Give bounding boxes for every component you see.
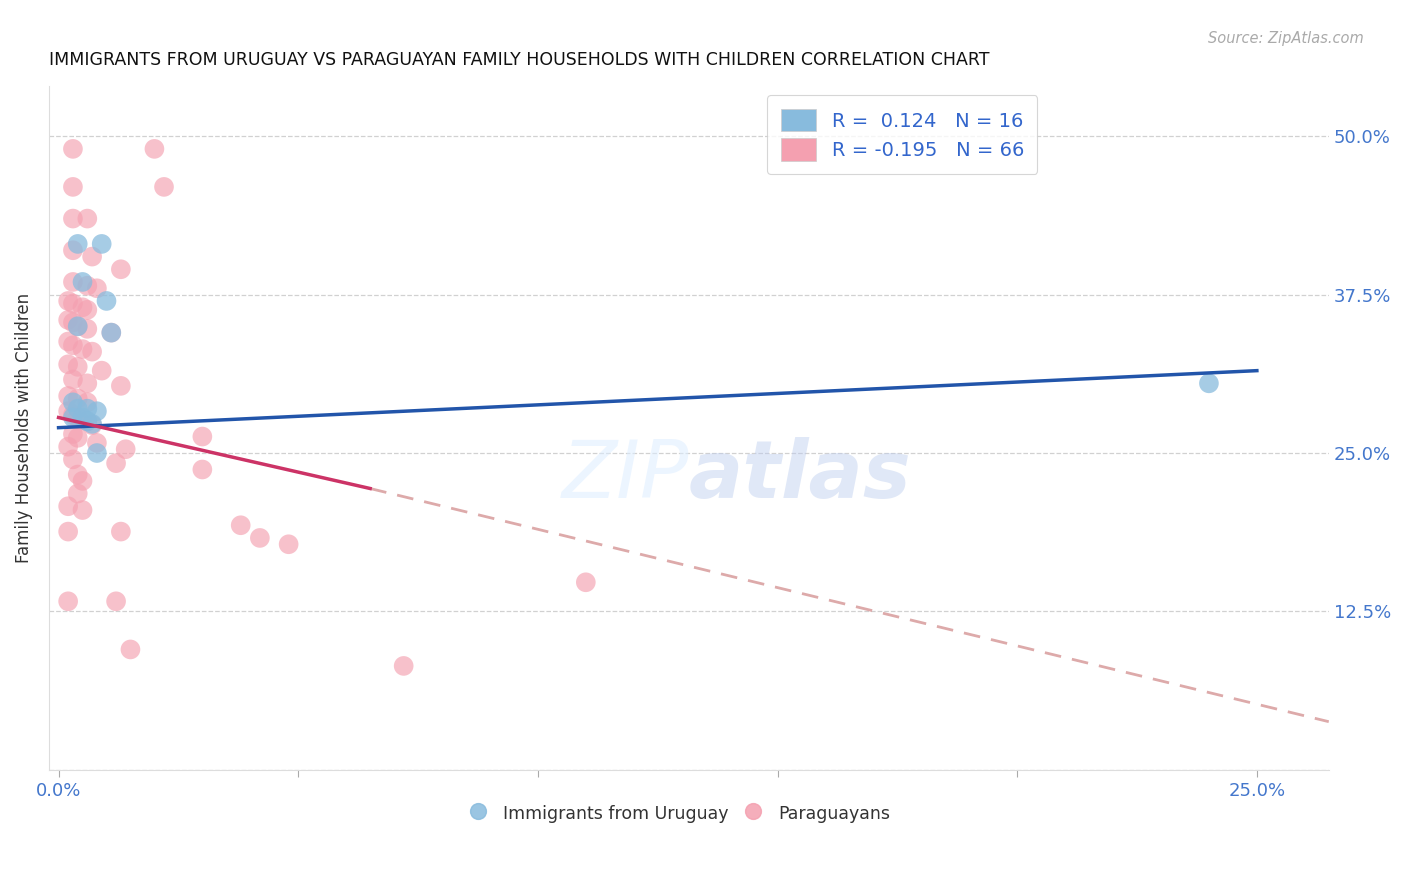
Point <box>72 300 94 314</box>
Point <box>62 296 84 310</box>
Point <box>56 594 79 608</box>
Point <box>72 275 94 289</box>
Point <box>143 142 166 156</box>
Point <box>105 594 128 608</box>
Point <box>56 389 79 403</box>
Text: ZIP: ZIP <box>561 436 689 515</box>
Point <box>82 417 104 431</box>
Point <box>62 338 84 352</box>
Point <box>66 410 89 425</box>
Point <box>96 293 118 308</box>
Point <box>56 313 79 327</box>
Point <box>56 293 79 308</box>
Point <box>62 316 84 330</box>
Point <box>392 659 415 673</box>
Text: IMMIGRANTS FROM URUGUAY VS PARAGUAYAN FAMILY HOUSEHOLDS WITH CHILDREN CORRELATIO: IMMIGRANTS FROM URUGUAY VS PARAGUAYAN FA… <box>49 51 990 69</box>
Point <box>62 427 84 442</box>
Point <box>66 236 89 251</box>
Point <box>100 326 122 340</box>
Point <box>76 395 98 409</box>
Point <box>66 401 89 416</box>
Point <box>86 446 108 460</box>
Text: Paraguayans: Paraguayans <box>779 805 890 823</box>
Point <box>72 410 94 425</box>
Point <box>90 364 112 378</box>
Y-axis label: Family Households with Children: Family Households with Children <box>15 293 32 563</box>
Text: Source: ZipAtlas.com: Source: ZipAtlas.com <box>1208 31 1364 46</box>
Point <box>120 642 142 657</box>
Point <box>62 410 84 425</box>
Point <box>76 278 98 293</box>
Point <box>76 322 98 336</box>
Point <box>191 429 214 443</box>
Point <box>62 452 84 467</box>
Point <box>82 250 104 264</box>
Point <box>229 518 252 533</box>
Point <box>76 211 98 226</box>
Legend: R =  0.124   N = 16, R = -0.195   N = 66: R = 0.124 N = 16, R = -0.195 N = 66 <box>768 95 1038 174</box>
Point <box>110 524 132 539</box>
Point <box>86 436 108 450</box>
Point <box>76 401 98 416</box>
Point <box>72 503 94 517</box>
Point <box>76 302 98 317</box>
Point <box>100 326 122 340</box>
Point <box>1198 376 1220 391</box>
Point <box>72 342 94 356</box>
Point <box>62 211 84 226</box>
Point <box>86 404 108 418</box>
Point <box>90 236 112 251</box>
Point <box>56 500 79 514</box>
Point <box>62 180 84 194</box>
Point <box>66 467 89 482</box>
Point <box>56 524 79 539</box>
Text: Immigrants from Uruguay: Immigrants from Uruguay <box>503 805 728 823</box>
Point <box>62 142 84 156</box>
Point <box>66 319 89 334</box>
Point <box>76 376 98 391</box>
Point <box>62 395 84 409</box>
Point <box>82 418 104 433</box>
Point <box>66 319 89 334</box>
Point <box>66 431 89 445</box>
Point <box>56 334 79 349</box>
Point <box>66 486 89 500</box>
Point <box>110 379 132 393</box>
Point <box>76 414 98 428</box>
Point <box>191 462 214 476</box>
Text: atlas: atlas <box>689 436 911 515</box>
Point <box>82 344 104 359</box>
Point <box>114 442 136 457</box>
Point <box>110 262 132 277</box>
Point <box>66 392 89 406</box>
Point <box>66 359 89 374</box>
Point <box>56 357 79 371</box>
Point <box>62 275 84 289</box>
Point <box>62 372 84 386</box>
Point <box>153 180 176 194</box>
Point <box>105 456 128 470</box>
Point <box>86 281 108 295</box>
Point <box>56 404 79 418</box>
Point <box>76 414 98 428</box>
Point <box>249 531 271 545</box>
Point <box>56 440 79 454</box>
Point <box>277 537 299 551</box>
Point <box>72 474 94 488</box>
Point <box>575 575 598 590</box>
Point <box>62 408 84 422</box>
Point <box>62 244 84 258</box>
